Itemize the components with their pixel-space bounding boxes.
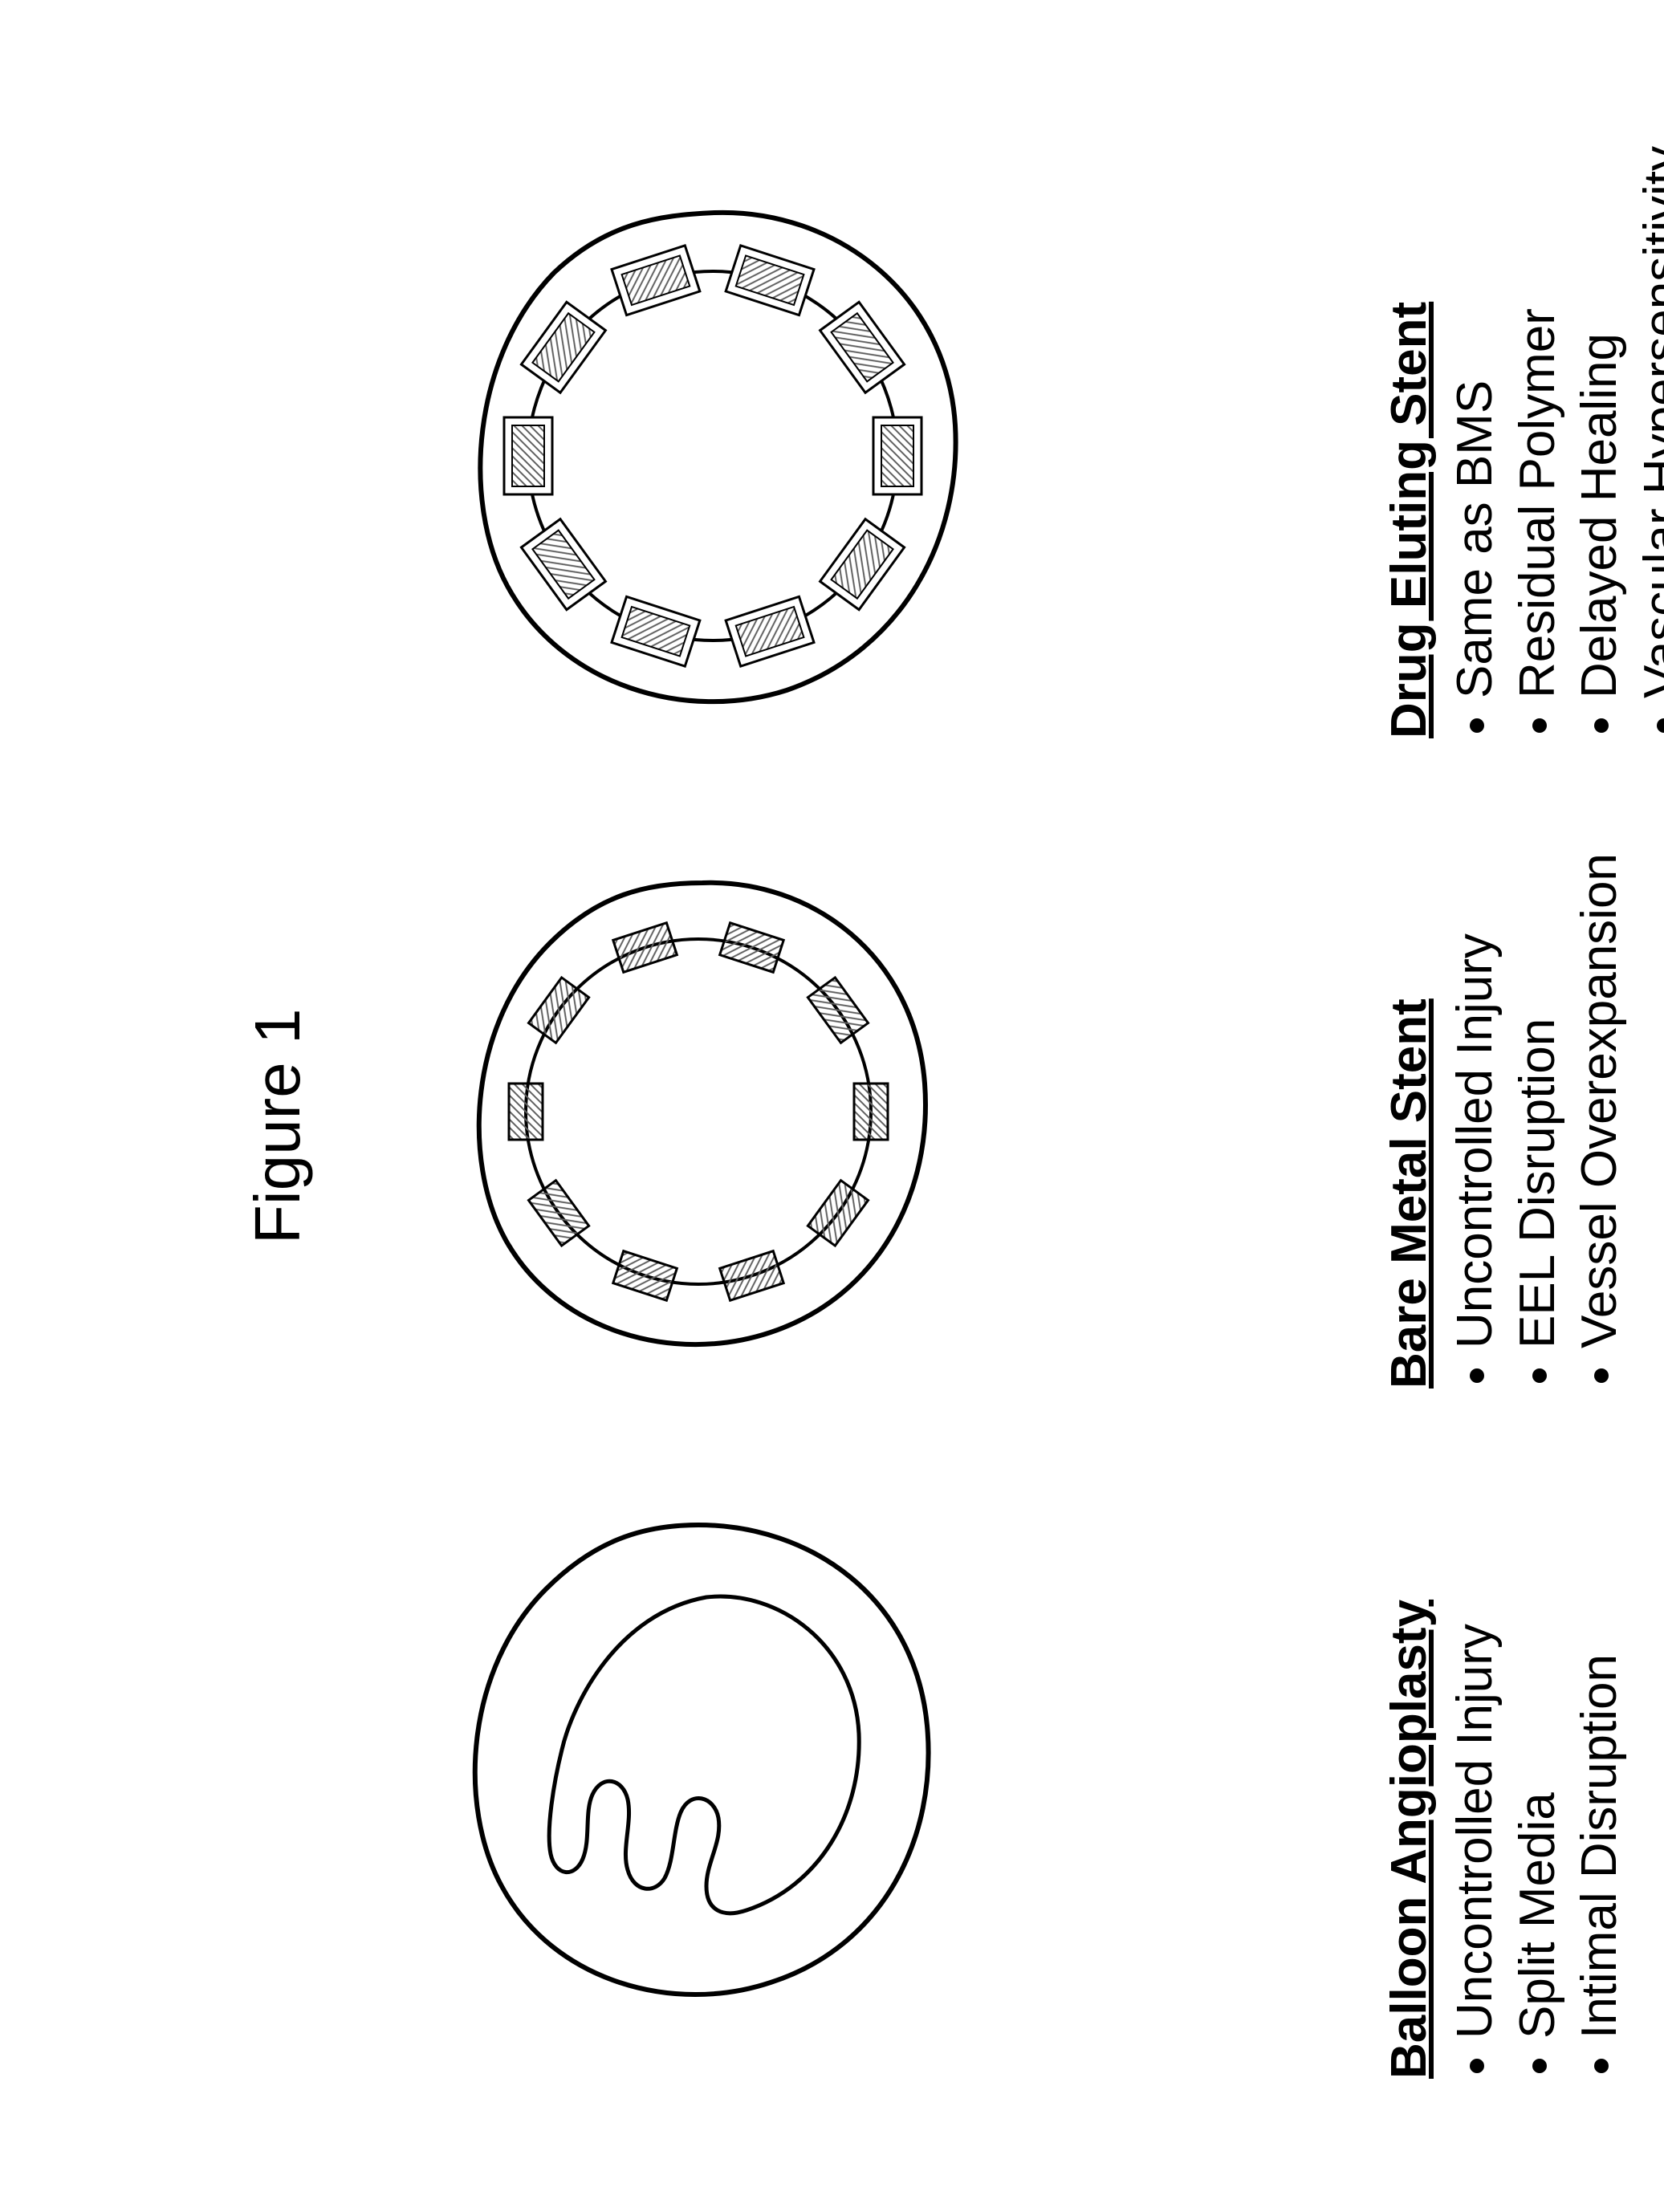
list-item: Delayed Healing xyxy=(1568,146,1631,698)
list-item: Uncontrolled Injury xyxy=(1444,1600,1507,2039)
bare-metal-stent-heading: Bare Metal Stent xyxy=(1381,853,1438,1389)
drug-eluting-stent-heading: Drug Eluting Stent xyxy=(1381,146,1438,738)
list-item: Vessel Overexpansion xyxy=(1568,853,1631,1348)
figure-page: Figure 1 Balloon Angioplasty Uncontrolle… xyxy=(0,0,1664,2212)
list-item: Residual Polymer xyxy=(1507,146,1569,698)
list-item: Intimal Disruption xyxy=(1568,1600,1631,2039)
balloon-angioplasty-text-block: Balloon Angioplasty Uncontrolled Injury … xyxy=(1381,1600,1631,2079)
drug-eluting-stent-text-block: Drug Eluting Stent Same as BMS Residual … xyxy=(1381,146,1664,738)
list-item: Same as BMS xyxy=(1444,146,1507,698)
figure-title: Figure 1 xyxy=(241,1009,315,1244)
list-item: Vascular Hypersensitivity xyxy=(1631,146,1664,698)
bare-metal-stent-text-block: Bare Metal Stent Uncontrolled Injury EEL… xyxy=(1381,853,1631,1389)
balloon-angioplasty-diagram xyxy=(433,1493,963,2023)
balloon-angioplasty-heading: Balloon Angioplasty xyxy=(1381,1600,1438,2079)
bare-metal-stent-bullets: Uncontrolled Injury EEL Disruption Vesse… xyxy=(1444,853,1631,1389)
list-item: EEL Disruption xyxy=(1507,853,1569,1348)
list-item: Split Media xyxy=(1507,1600,1569,2039)
list-item: Uncontrolled Injury xyxy=(1444,853,1507,1348)
balloon-angioplasty-bullets: Uncontrolled Injury Split Media Intimal … xyxy=(1444,1600,1631,2079)
drug-eluting-stent-diagram xyxy=(433,177,995,738)
bare-metal-stent-diagram xyxy=(433,847,963,1376)
drug-eluting-stent-bullets: Same as BMS Residual Polymer Delayed Hea… xyxy=(1444,146,1664,738)
